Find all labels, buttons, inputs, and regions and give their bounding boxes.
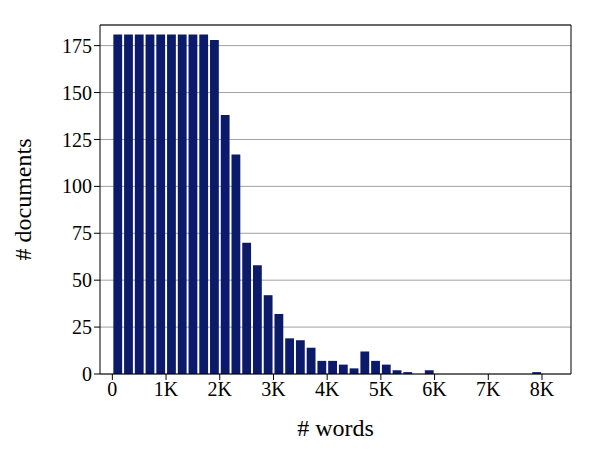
svg-text:100: 100	[62, 175, 92, 197]
svg-text:150: 150	[62, 82, 92, 104]
svg-text:25: 25	[72, 316, 92, 338]
svg-text:3K: 3K	[261, 378, 286, 400]
svg-text:125: 125	[62, 129, 92, 151]
svg-text:# words: # words	[297, 415, 374, 441]
svg-text:1K: 1K	[154, 378, 179, 400]
svg-text:2K: 2K	[208, 378, 233, 400]
svg-text:75: 75	[72, 222, 92, 244]
svg-text:0: 0	[82, 363, 92, 385]
svg-text:50: 50	[72, 269, 92, 291]
svg-text:7K: 7K	[476, 378, 501, 400]
svg-text:0: 0	[107, 378, 117, 400]
svg-text:5K: 5K	[369, 378, 394, 400]
svg-text:6K: 6K	[422, 378, 447, 400]
svg-text:175: 175	[62, 35, 92, 57]
svg-text:4K: 4K	[315, 378, 340, 400]
svg-text:8K: 8K	[530, 378, 555, 400]
svg-text:# documents: # documents	[10, 139, 36, 261]
